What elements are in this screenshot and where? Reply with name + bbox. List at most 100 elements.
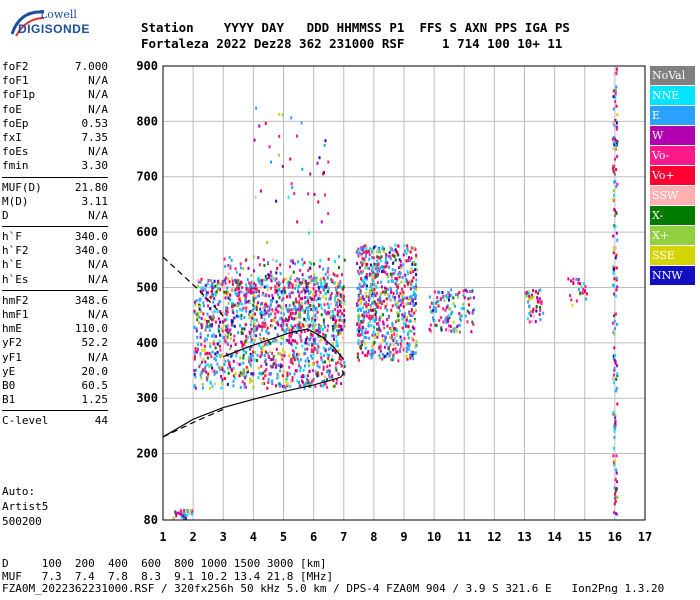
- echo-point: [613, 366, 616, 370]
- echo-point: [392, 356, 395, 360]
- echo-point: [300, 306, 303, 310]
- echo-point: [226, 293, 229, 297]
- echo-point: [269, 270, 272, 274]
- echo-point: [263, 369, 266, 373]
- echo-point: [243, 382, 246, 386]
- echo-point: [307, 343, 310, 347]
- echo-point: [377, 262, 380, 266]
- echo-point: [614, 157, 617, 161]
- echo-point: [333, 318, 336, 322]
- param-value: N/A: [88, 308, 108, 321]
- echo-point: [195, 368, 198, 372]
- echo-point: [397, 294, 400, 298]
- echo-point: [615, 266, 618, 270]
- echo-point: [262, 337, 265, 341]
- echo-point: [318, 287, 321, 291]
- echo-point: [241, 308, 244, 312]
- echo-point: [283, 384, 286, 388]
- echo-point: [613, 277, 616, 281]
- echo-point: [443, 299, 446, 303]
- echo-point: [331, 309, 334, 313]
- echo-point: [447, 328, 450, 332]
- echo-point: [275, 289, 278, 293]
- echo-point: [311, 317, 314, 321]
- x-tick-label: 12: [487, 530, 501, 544]
- echo-point: [186, 509, 189, 513]
- echo-point: [180, 512, 183, 516]
- echo-point: [310, 348, 313, 352]
- echo-point: [262, 258, 265, 262]
- echo-point: [359, 307, 362, 311]
- echo-point: [227, 272, 230, 276]
- echo-point: [329, 294, 332, 298]
- echo-point: [390, 279, 393, 283]
- echo-point: [612, 164, 615, 168]
- echo-point: [218, 339, 221, 343]
- echo-point: [226, 382, 229, 386]
- echo-point: [253, 286, 256, 290]
- echo-point: [399, 271, 402, 275]
- echo-point: [287, 319, 290, 323]
- echo-point: [240, 286, 243, 290]
- echo-point: [539, 308, 542, 312]
- echo-point: [293, 286, 296, 290]
- echo-point: [238, 273, 241, 277]
- echo-point: [229, 332, 232, 336]
- echo-point: [374, 244, 377, 248]
- param-separator: [2, 226, 108, 228]
- echo-point: [263, 318, 266, 322]
- echo-point: [289, 265, 292, 269]
- echo-point: [459, 314, 462, 318]
- echo-point: [431, 302, 434, 306]
- echo-point: [317, 349, 320, 353]
- param-row: hmE 110.0: [2, 322, 108, 336]
- echo-point: [249, 362, 252, 366]
- legend-entry: SSW: [650, 185, 695, 206]
- echo-point: [409, 319, 412, 323]
- echo-point: [279, 351, 282, 355]
- echo-point: [255, 334, 258, 338]
- echo-point: [612, 267, 615, 271]
- echo-point: [441, 291, 444, 295]
- echo-point: [380, 302, 383, 306]
- echo-point: [378, 345, 381, 349]
- echo-point: [293, 328, 296, 332]
- echo-point: [195, 313, 198, 317]
- echo-point: [319, 352, 322, 356]
- echo-point: [262, 344, 265, 348]
- echo-point: [212, 300, 215, 304]
- echo-point: [357, 358, 360, 362]
- echo-point: [614, 147, 617, 151]
- echo-point: [277, 153, 280, 157]
- echo-point: [383, 290, 386, 294]
- echo-point: [371, 265, 374, 269]
- echo-point: [225, 352, 228, 356]
- echo-point: [227, 366, 230, 370]
- echo-point: [384, 304, 387, 308]
- echo-point: [294, 307, 297, 311]
- echo-point: [410, 336, 413, 340]
- echo-point: [287, 308, 290, 312]
- echo-point: [373, 262, 376, 266]
- echo-point: [412, 290, 415, 294]
- echo-point: [214, 291, 217, 295]
- param-separator: [2, 176, 108, 178]
- echo-point: [277, 351, 280, 355]
- echo-point: [614, 426, 617, 430]
- echo-point: [539, 305, 542, 309]
- echo-point: [177, 511, 180, 515]
- echo-point: [326, 365, 329, 369]
- echo-point: [233, 324, 236, 328]
- echo-point: [311, 308, 314, 312]
- echo-point: [259, 311, 262, 315]
- echo-point: [245, 283, 248, 287]
- echo-point: [206, 298, 209, 302]
- echo-point: [250, 330, 253, 334]
- echo-point: [275, 363, 278, 367]
- echo-point: [325, 296, 328, 300]
- echo-point: [402, 263, 405, 267]
- echo-point: [326, 353, 329, 357]
- echo-point: [338, 357, 341, 361]
- echo-point: [373, 308, 376, 312]
- echo-point: [384, 292, 387, 296]
